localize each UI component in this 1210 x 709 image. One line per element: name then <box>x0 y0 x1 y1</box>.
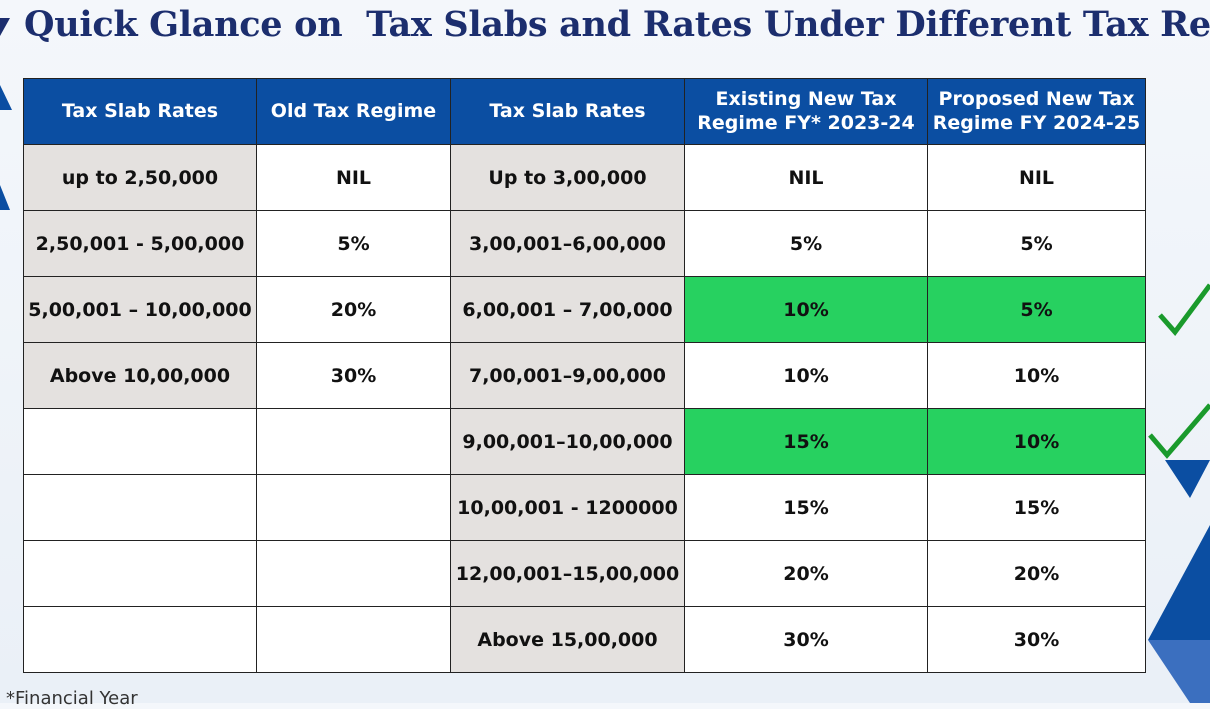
side-triangle <box>1148 525 1210 640</box>
table-cell <box>23 540 257 607</box>
table-row: 10,00,001 - 1200000 15% 15% <box>23 474 1146 541</box>
column-header: Old Tax Regime <box>256 78 451 145</box>
table-cell: Above 15,00,000 <box>450 606 685 673</box>
table-cell: 10% <box>684 276 928 343</box>
column-header: Tax Slab Rates <box>450 78 685 145</box>
table-cell: 5% <box>256 210 451 277</box>
column-header: Tax Slab Rates <box>23 78 257 145</box>
table-cell: NIL <box>684 144 928 211</box>
table-cell: 20% <box>256 276 451 343</box>
table-cell: 20% <box>927 540 1146 607</box>
table-cell: 5% <box>684 210 928 277</box>
table-cell <box>256 606 451 673</box>
side-triangle <box>1148 640 1210 703</box>
table-cell: 30% <box>927 606 1146 673</box>
table-cell: 2,50,001 - 5,00,000 <box>23 210 257 277</box>
tax-table: Tax Slab Rates Old Tax Regime Tax Slab Rat… <box>23 78 1146 673</box>
table-cell: up to 2,50,000 <box>23 144 257 211</box>
table-cell: 30% <box>256 342 451 409</box>
column-header: Proposed New Tax Regime FY 2024-25 <box>927 78 1146 145</box>
table-cell: 3,00,001–6,00,000 <box>450 210 685 277</box>
table-cell <box>23 606 257 673</box>
table-cell: 10% <box>684 342 928 409</box>
table-cell <box>23 474 257 541</box>
table-cell <box>256 408 451 475</box>
title: Quick Glance on Tax Slabs and Rates Unde… <box>24 4 1210 45</box>
table-cell: 7,00,001–9,00,000 <box>450 342 685 409</box>
table-cell: 10% <box>927 342 1146 409</box>
table-cell: 15% <box>927 474 1146 541</box>
table-cell: 12,00,001–15,00,000 <box>450 540 685 607</box>
table-row: 2,50,001 - 5,00,000 5% 3,00,001–6,00,000 5%… <box>23 210 1146 277</box>
table-cell: 5% <box>927 210 1146 277</box>
footnote: *Financial Year <box>6 688 138 709</box>
table-cell: 6,00,001 – 7,00,000 <box>450 276 685 343</box>
table-cell <box>23 408 257 475</box>
table-cell: 10% <box>927 408 1146 475</box>
side-triangle <box>0 185 10 210</box>
side-triangle <box>0 85 12 110</box>
table-cell <box>256 474 451 541</box>
table-row: Above 15,00,000 30% 30% <box>23 606 1146 673</box>
table-cell: 20% <box>684 540 928 607</box>
table-cell: Up to 3,00,000 <box>450 144 685 211</box>
table-cell: 5,00,001 – 10,00,000 <box>23 276 257 343</box>
table-cell: NIL <box>256 144 451 211</box>
table-cell: 5% <box>927 276 1146 343</box>
table-cell: 9,00,001–10,00,000 <box>450 408 685 475</box>
table-row: 9,00,001–10,00,000 15% 10% <box>23 408 1146 475</box>
table-row: 12,00,001–15,00,000 20% 20% <box>23 540 1146 607</box>
table-row: Above 10,00,000 30% 7,00,001–9,00,000 10% 10… <box>23 342 1146 409</box>
table-cell: 15% <box>684 408 928 475</box>
table-cell: NIL <box>927 144 1146 211</box>
table-cell <box>256 540 451 607</box>
table-cell: Above 10,00,000 <box>23 342 257 409</box>
corner-triangle <box>0 18 10 36</box>
table-row: up to 2,50,000 NIL Up to 3,00,000 NIL NIL <box>23 144 1146 211</box>
table-row: 5,00,001 – 10,00,000 20% 6,00,001 – 7,00,0… <box>23 276 1146 343</box>
check-mark <box>1148 403 1210 459</box>
side-triangle <box>1165 460 1210 498</box>
check-mark <box>1158 283 1210 336</box>
table-cell: 15% <box>684 474 928 541</box>
table-cell: 10,00,001 - 1200000 <box>450 474 685 541</box>
column-header: Existing New Tax Regime FY* 2023-24 <box>684 78 928 145</box>
table-cell: 30% <box>684 606 928 673</box>
